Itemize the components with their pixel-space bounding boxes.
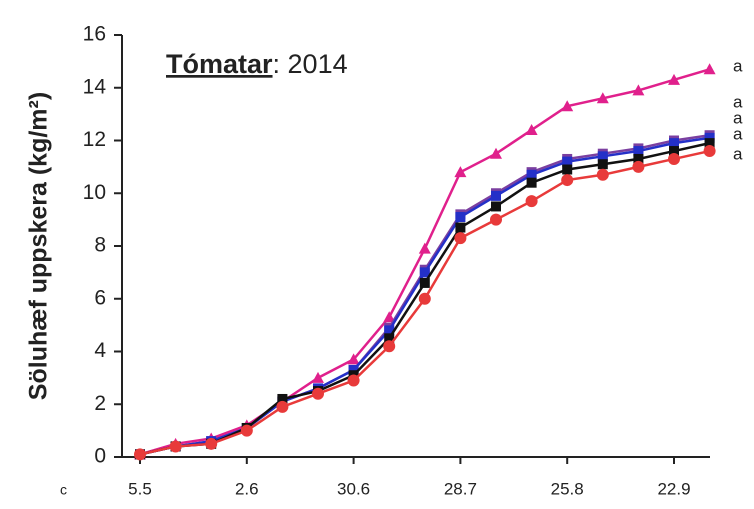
point: [669, 146, 679, 157]
point: [276, 400, 289, 413]
x-tick-label: 28.7: [444, 479, 477, 498]
point: [668, 152, 680, 165]
point: [668, 73, 680, 85]
point: [312, 387, 324, 400]
y-tick-label: 4: [94, 339, 106, 362]
x-tick-label: 25.8: [551, 479, 584, 498]
point: [347, 374, 360, 387]
y-axis-label: Söluhæf uppskera (kg/m²): [25, 92, 53, 400]
y-tick-label: 8: [94, 234, 106, 257]
y-tick-label: 14: [83, 75, 107, 98]
y-tick-label: 12: [83, 128, 106, 151]
point: [525, 195, 538, 208]
point: [669, 138, 679, 149]
point: [455, 211, 466, 222]
point: [134, 448, 146, 461]
y-tick-label: 2: [94, 392, 106, 415]
panel-label: c: [60, 482, 67, 498]
point: [703, 63, 716, 75]
point: [277, 393, 288, 404]
point: [703, 145, 716, 158]
x-tick-label: 30.6: [337, 479, 370, 498]
point: [633, 153, 644, 164]
x-tick-label: 5.5: [128, 479, 152, 498]
point: [561, 174, 574, 187]
point: [312, 371, 324, 383]
significance-letter: a: [733, 92, 743, 111]
point: [384, 333, 395, 344]
point: [455, 222, 466, 233]
point: [383, 311, 396, 323]
point: [348, 364, 359, 375]
point: [526, 169, 537, 180]
x-tick-label: 22.9: [657, 479, 690, 498]
point: [633, 146, 644, 157]
significance-letter: a: [733, 108, 743, 127]
significance-letter: a: [733, 56, 743, 75]
y-tick-label: 0: [94, 445, 106, 468]
point: [418, 242, 431, 254]
chart-title: Tómatar: 2014: [166, 49, 348, 79]
point: [419, 267, 430, 278]
point: [596, 168, 609, 181]
significance-letter: a: [733, 124, 743, 143]
significance-letter: a: [733, 144, 743, 163]
point: [240, 424, 253, 437]
point: [454, 232, 467, 245]
point: [418, 292, 431, 305]
point: [490, 213, 502, 226]
y-tick-label: 10: [83, 181, 106, 204]
x-tick-label: 2.6: [235, 479, 259, 498]
point: [632, 84, 645, 96]
point: [383, 340, 396, 353]
point: [632, 160, 645, 173]
title-crop: Tómatar: [166, 49, 273, 79]
point: [491, 201, 501, 212]
point: [562, 156, 573, 167]
point: [169, 440, 182, 453]
point: [597, 159, 608, 170]
point: [454, 166, 467, 178]
point: [704, 138, 715, 149]
point: [561, 100, 574, 112]
point: [596, 92, 609, 104]
y-tick-label: 16: [83, 23, 106, 46]
point: [490, 147, 502, 159]
point: [384, 325, 395, 336]
point: [419, 277, 430, 288]
point: [525, 123, 538, 135]
point: [491, 190, 501, 201]
point: [597, 151, 608, 162]
point: [205, 437, 218, 450]
point: [562, 164, 573, 175]
point: [526, 177, 537, 188]
y-tick-label: 6: [94, 286, 106, 309]
point: [347, 353, 360, 365]
title-year: : 2014: [273, 49, 348, 79]
point: [704, 132, 715, 143]
